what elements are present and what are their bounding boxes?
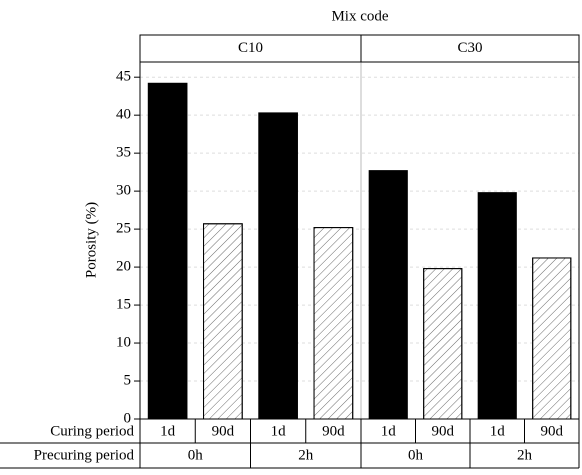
header-strip [139,34,580,63]
x-tick-label: 90d [541,423,564,439]
x-tick-label: 90d [322,423,345,439]
y-tick-label: 20 [116,259,131,275]
chart-title: Mix code [331,8,388,24]
x-tick-label: 90d [212,423,235,439]
precuring-label: 0h [408,447,424,463]
row-label: Precuring period [34,447,135,463]
bar-hatch [532,257,572,420]
group-label: C10 [238,40,263,56]
bar-hatch [203,223,243,420]
bar [147,82,188,420]
x-tick-label: 1d [381,423,397,439]
x-tick-label: 90d [432,423,455,439]
x-tick-label: 1d [160,423,176,439]
group-label: C30 [457,40,482,56]
y-tick-label: 0 [124,410,132,426]
precuring-label: 2h [298,447,314,463]
y-axis-label: Porosity (%) [83,202,99,278]
bar [477,192,517,420]
y-tick-label: 30 [116,183,131,199]
bar [368,170,408,420]
y-tick-label: 15 [116,297,131,313]
x-tick-label: 1d [490,423,506,439]
row-label: Curing period [50,423,134,439]
bar-hatch [423,268,463,420]
y-tick-label: 40 [116,107,131,123]
y-tick-label: 5 [124,372,132,388]
precuring-label: 0h [188,447,204,463]
y-tick-label: 25 [116,221,131,237]
x-tick-label: 1d [271,423,287,439]
y-tick-label: 10 [116,334,131,350]
precuring-label: 2h [517,447,533,463]
y-tick-label: 45 [116,69,131,85]
y-tick-label: 35 [116,145,131,161]
bar-hatch [313,227,354,420]
bar [258,112,298,420]
